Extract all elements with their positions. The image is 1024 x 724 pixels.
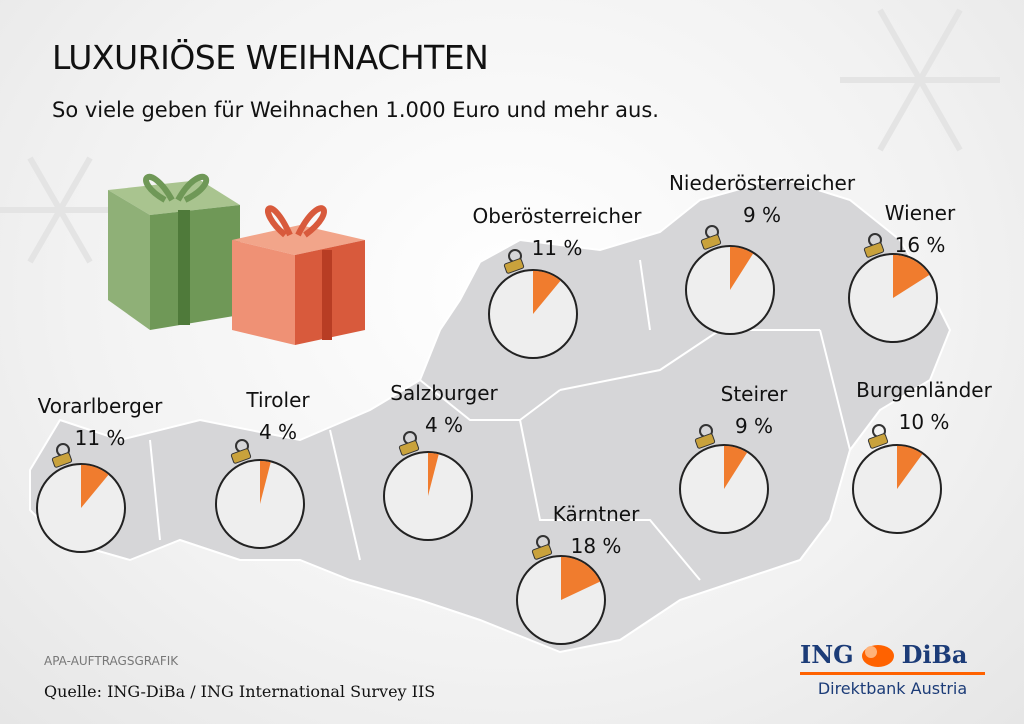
region-name: Wiener (884, 201, 956, 225)
region-name: Burgenländer (856, 378, 992, 402)
logo-rule (800, 672, 985, 675)
logo-tagline: Direktbank Austria (817, 679, 968, 698)
ornament-cap (503, 258, 525, 274)
logo-diba: DiBa (901, 640, 968, 669)
ornament-6 (679, 424, 769, 534)
region-name: Kärntner (552, 502, 640, 526)
region-label: Kärntner 18 % (553, 498, 640, 562)
region-value: 10 % (898, 410, 950, 434)
pie-slice-Wiener (893, 254, 930, 298)
page-title: LUXURIÖSE WEIHNACHTEN (52, 38, 489, 77)
pie-slice-Burgenländer (897, 445, 923, 489)
gift-green-icon (108, 173, 240, 330)
lion-icon (861, 644, 894, 667)
region-label: Steirer 9 % (721, 378, 788, 442)
ornament-1 (685, 225, 775, 335)
region-value: 9 % (742, 203, 782, 227)
ornament-cap (230, 448, 252, 464)
region-label: Burgenländer 10 % (856, 374, 992, 438)
pie-slice-Steirer (724, 445, 748, 489)
pie-slice-Kärntner (561, 556, 601, 600)
pie-slice-Vorarlberger (81, 464, 109, 508)
region-value: 18 % (570, 534, 622, 558)
page-subtitle: So viele geben für Weihnachen 1.000 Euro… (52, 98, 659, 122)
gift-red-icon (232, 205, 365, 345)
ornament-5 (383, 431, 473, 541)
region-name: Tiroler (246, 388, 310, 412)
pie-slice-Salzburger (428, 452, 439, 496)
ornament-8 (516, 535, 606, 645)
region-value: 11 % (74, 426, 126, 450)
region-label: Niederösterreicher 9 % (669, 167, 855, 231)
credit-text: APA-AUFTRAGSGRAFIK (44, 654, 179, 668)
region-label: Tiroler 4 % (246, 384, 309, 448)
ing-diba-logo: ING DiBa Direktbank Austria (800, 640, 985, 698)
ornament-cap (694, 433, 716, 449)
region-name: Niederösterreicher (668, 171, 856, 195)
region-value: 9 % (734, 414, 774, 438)
ornament-cap (700, 234, 722, 250)
logo-ing: ING (800, 640, 854, 669)
region-label: Oberösterreicher 11 % (472, 200, 641, 264)
pie-slice-Oberösterreicher (533, 270, 561, 314)
ornament-0 (488, 249, 578, 359)
region-value: 4 % (258, 420, 298, 444)
ornament-cap (398, 440, 420, 456)
ornament-4 (215, 439, 305, 549)
region-label: Wiener 16 % (885, 197, 955, 261)
region-value: 16 % (894, 233, 946, 257)
region-name: Salzburger (390, 381, 498, 405)
ornament-cap (863, 242, 885, 258)
region-value: 11 % (531, 236, 583, 260)
ornament-2 (848, 233, 938, 343)
region-value: 4 % (424, 413, 464, 437)
ornament-7 (852, 424, 942, 534)
source-text: Quelle: ING-DiBa / ING International Sur… (44, 682, 436, 701)
ornament-3 (36, 443, 126, 553)
region-label: Salzburger 4 % (390, 377, 497, 441)
region-label: Vorarlberger 11 % (38, 390, 163, 454)
pie-slice-Tiroler (260, 460, 271, 504)
snowflake-decoration (0, 8, 1000, 264)
region-name: Oberösterreicher (472, 204, 642, 228)
region-name: Steirer (720, 382, 788, 406)
ornament-cap (867, 433, 889, 449)
ornament-cap (531, 544, 553, 560)
ornament-cap (51, 452, 73, 468)
region-borders (149, 259, 851, 581)
pie-slice-Niederösterreicher (730, 246, 754, 290)
region-name: Vorarlberger (37, 394, 163, 418)
